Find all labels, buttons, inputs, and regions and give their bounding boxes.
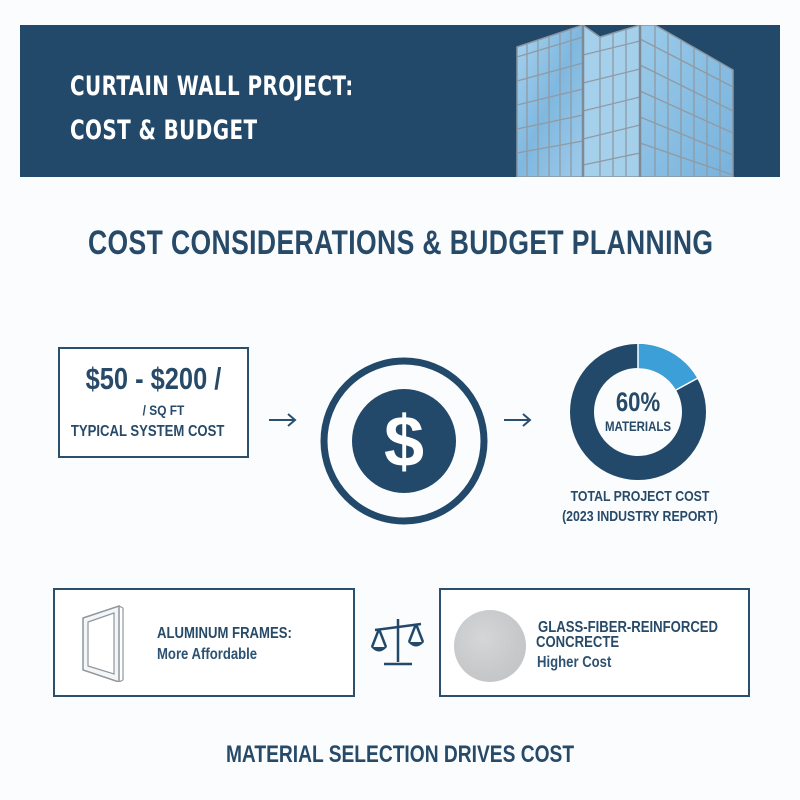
gfrc-subtitle: Higher Cost xyxy=(537,654,612,671)
right-arrow-icon xyxy=(269,413,297,427)
header-title-line2: COST & BUDGET xyxy=(70,115,258,146)
gfrc-title-line2: CONCRECTE xyxy=(536,634,620,651)
gfrc-card: GLASS-FIBER-REINFORCED CONCRECTE Higher … xyxy=(439,588,750,697)
aluminum-subtitle: More Affordable xyxy=(157,646,258,663)
window-frame-icon xyxy=(82,604,124,682)
building-illustration-icon xyxy=(516,25,734,177)
header-banner: CURTAIN WALL PROJECT: COST & BUDGET xyxy=(20,25,780,177)
concrete-sample-icon xyxy=(454,610,526,682)
donut-value: 60% xyxy=(615,387,661,417)
typical-cost-card: $50 - $200 / / SQ FT TYPICAL SYSTEM COST xyxy=(58,347,249,458)
aluminum-frames-card: ALUMINUM FRAMES: More Affordable xyxy=(53,588,355,697)
aluminum-title: ALUMINUM FRAMES: xyxy=(157,625,292,642)
header-title: CURTAIN WALL PROJECT: COST & BUDGET xyxy=(70,65,354,153)
donut-caption-line2: (2023 INDUSTRY REPORT) xyxy=(562,508,718,525)
balance-scale-icon xyxy=(370,619,425,666)
right-arrow-icon xyxy=(504,413,532,427)
donut-label: MATERIALS xyxy=(604,418,672,434)
donut-caption-line1: TOTAL PROJECT COST xyxy=(570,488,710,505)
cost-unit: / SQ FT xyxy=(142,402,185,418)
gfrc-title-line1: GLASS-FIBER-REINFORCED xyxy=(538,619,719,636)
materials-donut-chart xyxy=(570,344,706,480)
footer-title: MATERIAL SELECTION DRIVES COST xyxy=(225,741,575,768)
dollar-coin-icon: $ xyxy=(320,357,488,525)
cost-range: $50 - $200 / xyxy=(85,361,222,396)
header-title-line1: CURTAIN WALL PROJECT: xyxy=(70,71,354,102)
section-title: COST CONSIDERATIONS & BUDGET PLANNING xyxy=(88,224,714,262)
donut-caption: TOTAL PROJECT COST (2023 INDUSTRY REPORT… xyxy=(550,487,730,527)
cost-caption: TYPICAL SYSTEM COST xyxy=(70,423,225,440)
svg-text:$: $ xyxy=(384,402,424,482)
